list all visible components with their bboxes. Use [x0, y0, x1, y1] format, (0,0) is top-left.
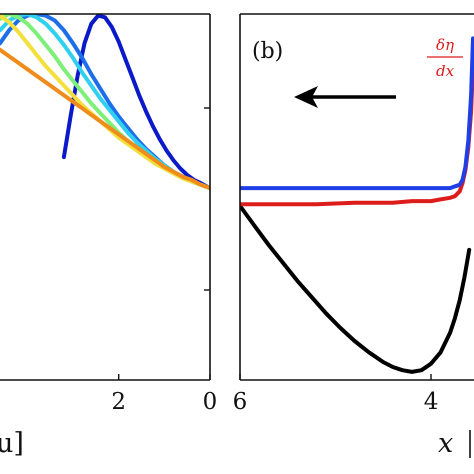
annotation-numerator: δη: [436, 36, 454, 54]
panel-a-series-line-3: [0, 14, 210, 191]
panel-b-label: (b): [252, 39, 283, 64]
panel-a-series-line-4: [0, 14, 210, 191]
panel-b-direction-arrow: [294, 86, 396, 108]
panel-b-series-line-2: [240, 64, 474, 207]
panel-a-series-line-6: [0, 47, 210, 191]
panel-a-series-line-1: [61, 14, 210, 191]
panel-a-xlabel-fragment: u]: [0, 428, 24, 459]
panel-a-x-tick-label-1: 2: [111, 389, 126, 415]
arrow-head: [294, 86, 318, 108]
panel-b-x-tick-label-2: 4: [424, 389, 439, 415]
panel-b-xlabel: x: [438, 428, 453, 459]
panel-b-x-tick-label-1: 6: [233, 389, 248, 415]
derivative-annotation: δη dx: [427, 36, 463, 80]
annotation-denominator: dx: [436, 62, 455, 80]
panel-b-series-line-3: [240, 36, 474, 191]
panel-b-series-group: [240, 36, 474, 374]
panel-a-series-line-2: [0, 14, 210, 191]
panel-b-series-line-1: [240, 203, 472, 374]
panel-a-series-group: [0, 14, 210, 191]
panel-a-x-tick-label-2: 0: [203, 389, 218, 415]
